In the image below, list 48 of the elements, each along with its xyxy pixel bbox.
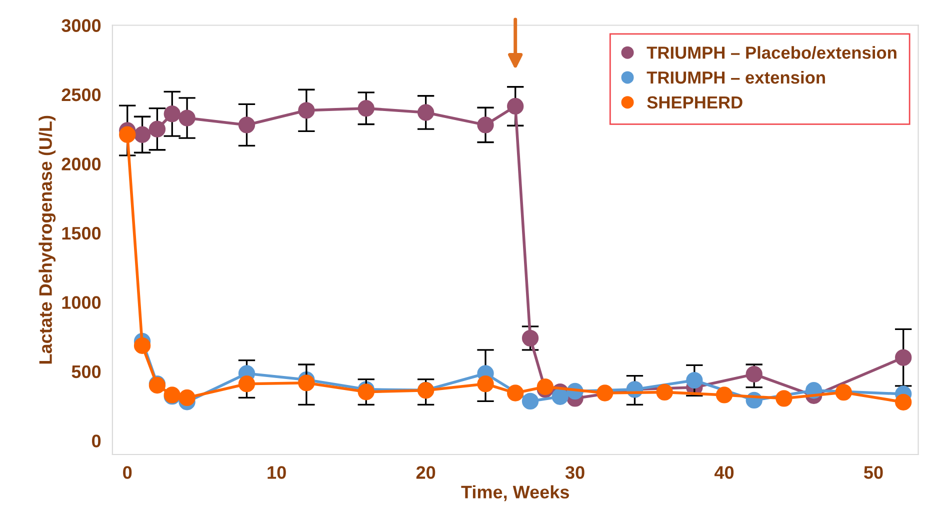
point <box>477 376 494 392</box>
point <box>164 106 180 122</box>
point <box>895 349 912 366</box>
point <box>417 104 434 121</box>
point <box>119 126 136 143</box>
point <box>776 390 792 407</box>
point <box>238 116 256 134</box>
y-tick-label: 500 <box>72 365 101 378</box>
point <box>148 120 166 138</box>
point <box>716 386 733 404</box>
x-tick-label: 50 <box>864 466 883 479</box>
y-tick-label: 2500 <box>62 88 101 102</box>
point <box>477 116 494 134</box>
point <box>746 366 762 383</box>
point <box>552 388 568 405</box>
point <box>298 102 315 119</box>
point <box>686 372 703 389</box>
point <box>298 374 315 392</box>
point <box>895 394 912 410</box>
point <box>507 98 524 115</box>
point <box>134 337 151 354</box>
x-tick-label: 10 <box>268 466 286 479</box>
y-axis-title: Lactate Dehydrogenase (U/L) <box>38 116 56 364</box>
point <box>656 384 673 401</box>
point <box>507 384 524 402</box>
point <box>134 126 151 143</box>
point <box>596 384 614 402</box>
y-tick-label: 0 <box>92 434 101 448</box>
legend-label: TRIUMPH – Placebo/extension <box>646 46 896 60</box>
x-tick-label: 30 <box>565 466 584 479</box>
x-tick-label: 40 <box>714 466 734 479</box>
x-tick-label: 20 <box>416 466 436 479</box>
legend-label: TRIUMPH – extension <box>646 70 825 84</box>
point <box>178 389 196 406</box>
y-tick-label: 2000 <box>62 158 101 170</box>
point <box>358 100 374 117</box>
x-tick-label: 0 <box>123 466 132 479</box>
point <box>536 378 554 396</box>
point <box>522 330 539 347</box>
point <box>835 384 852 401</box>
x-axis-title: Time, Weeks <box>461 485 569 502</box>
y-tick-label: 3000 <box>62 19 101 32</box>
y-tick-label: 1500 <box>62 226 101 240</box>
y-tick-label: 1000 <box>62 296 101 309</box>
point <box>178 110 196 126</box>
point <box>238 376 256 392</box>
point <box>522 392 539 410</box>
legend-label: SHEPHERD <box>647 96 742 109</box>
